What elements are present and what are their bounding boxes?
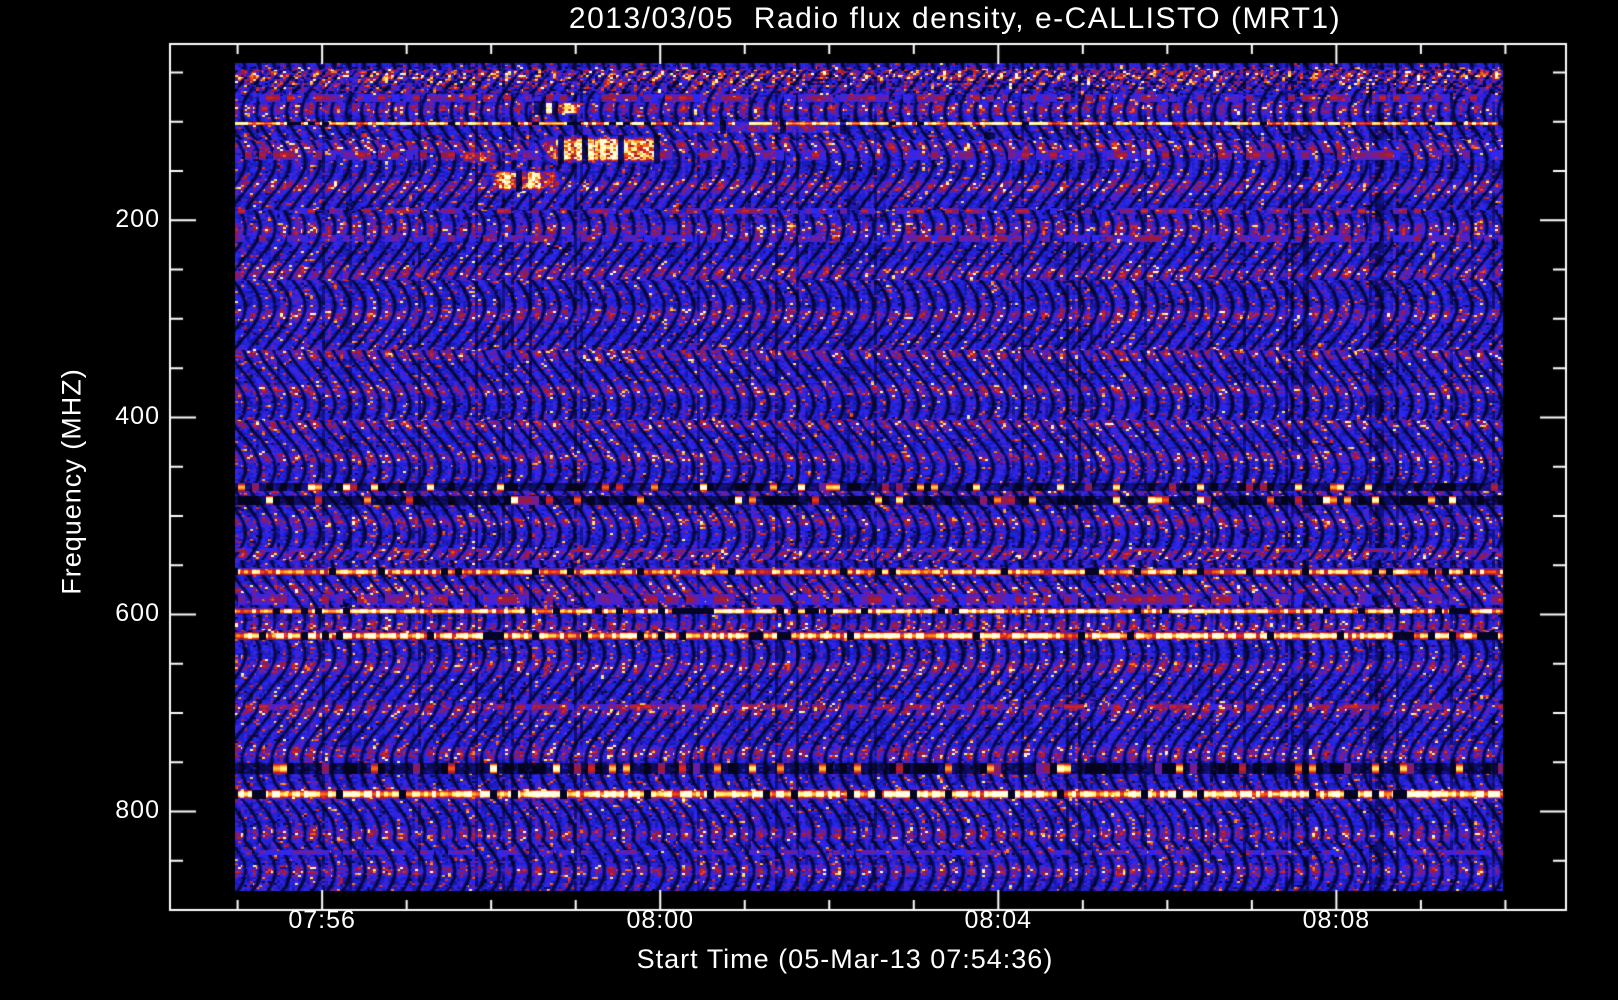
y-tick-label: 600 bbox=[115, 599, 160, 628]
x-tick-label: 08:00 bbox=[626, 906, 694, 934]
x-tick-label: 08:04 bbox=[964, 906, 1033, 934]
y-tick-label: 400 bbox=[115, 402, 160, 431]
y-tick-label: 800 bbox=[115, 796, 160, 825]
y-tick-label: 200 bbox=[115, 205, 160, 234]
x-tick-label: 07:56 bbox=[288, 906, 356, 934]
chart-title: 2013/03/05 Radio flux density, e-CALLIST… bbox=[568, 2, 1342, 35]
x-tick-label: 08:08 bbox=[1302, 906, 1371, 934]
y-axis-title: Frequency (MHZ) bbox=[56, 368, 87, 595]
x-axis-title: Start Time (05-Mar-13 07:54:36) bbox=[636, 944, 1054, 974]
